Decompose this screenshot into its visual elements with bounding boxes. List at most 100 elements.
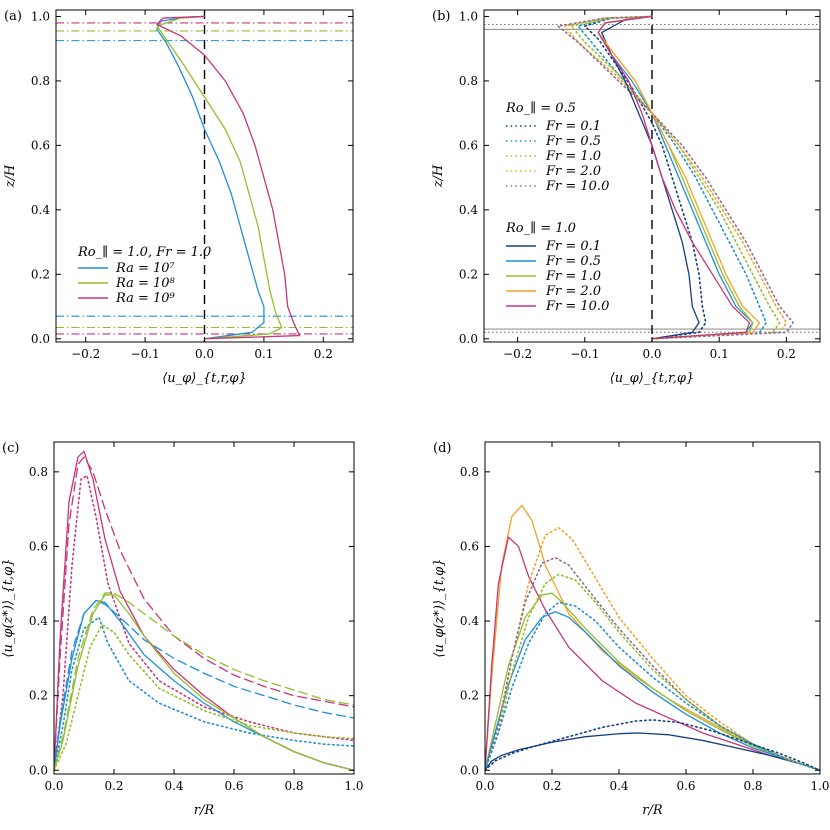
plot-frame (484, 441, 821, 775)
x-axis-label: ⟨u_φ⟩_{t,r,φ} (610, 371, 695, 386)
x-axis-label: ⟨u_φ⟩_{t,r,φ} (162, 371, 247, 386)
series-line-fr-1-0 (597, 15, 754, 340)
y-tick-label: 0.2 (460, 689, 479, 703)
chart-panel-c: (c) 0.0 0.2 0.4 0.6 0.8 1.0 0.0 0.2 0.4 0.6 0.8 r/R ⟨… (1, 441, 364, 818)
y-axis-label: ⟨u_φ(z*)⟩_{t,φ} (1, 558, 16, 657)
y-tick-label: 0.6 (459, 138, 478, 152)
x-tick-label: 1.0 (810, 779, 829, 793)
chart-panel-b: (b) −0.2 −0.1 0.0 0.1 0.2 0.0 0.2 0.4 0.6 0.8 1.0 ⟨u… (431, 9, 821, 386)
series-line-green-dashed (54, 592, 354, 771)
y-tick-label: 0.6 (31, 138, 50, 152)
x-tick-label: −0.2 (71, 347, 100, 361)
series-line-fr-1-0 (570, 15, 781, 340)
x-tick-label: 0.6 (224, 779, 243, 793)
x-tick-label: 0.0 (475, 779, 494, 793)
legend-label: Fr = 0.1 (545, 119, 601, 134)
plot-frame (53, 441, 355, 775)
series-line-fr-10-0 (557, 15, 794, 340)
x-tick-label: 0.2 (542, 779, 561, 793)
panel-tag: (b) (432, 9, 450, 24)
x-tick-label: 0.1 (254, 347, 273, 361)
x-tick-label: 0.2 (777, 347, 796, 361)
y-axis-label: z/H (3, 164, 18, 188)
y-tick-label: 0.0 (29, 763, 48, 777)
series-line-navy-solid (485, 732, 820, 771)
x-tick-label: 0.6 (676, 779, 695, 793)
series-line-ra-10- (156, 15, 283, 340)
x-tick-label: 0.1 (710, 347, 729, 361)
legend: Ro_∥ = 0.5Fr = 0.1Fr = 0.5Fr = 1.0Fr = 2… (505, 101, 609, 314)
y-tick-label: 0.2 (31, 267, 50, 281)
y-tick-label: 0.8 (459, 74, 478, 88)
panel-tag: (c) (2, 441, 19, 456)
legend-group-title: Ro_∥ = 0.5 (505, 101, 576, 116)
legend-label: Ra = 10⁷ (115, 261, 176, 276)
x-tick-label: 0.4 (164, 779, 183, 793)
series-line-fr-10-0 (597, 15, 751, 340)
y-tick-label: 0.0 (460, 763, 479, 777)
y-tick-label: 0.4 (460, 614, 479, 628)
legend-label: Fr = 10.0 (545, 299, 609, 314)
legend-label: Fr = 0.5 (545, 254, 601, 269)
x-tick-label: 0.8 (284, 779, 303, 793)
series-line-fr-0-5 (577, 15, 768, 340)
chart-panel-d: (d) 0.0 0.2 0.4 0.6 0.8 1.0 0.0 0.2 0.4 0.6 0.8 r/R ⟨… (432, 441, 830, 818)
panel-tag: (a) (4, 9, 22, 24)
legend-label: Fr = 0.1 (545, 239, 601, 254)
x-tick-label: −0.1 (570, 347, 599, 361)
y-tick-label: 0.4 (459, 203, 478, 217)
x-tick-label: 0.0 (195, 347, 214, 361)
y-tick-label: 1.0 (459, 9, 478, 23)
y-tick-label: 0.4 (31, 203, 50, 217)
y-tick-label: 0.2 (459, 267, 478, 281)
series-line-fr-0-5 (597, 15, 754, 340)
panel-tag: (d) (433, 441, 451, 456)
legend-label: Fr = 1.0 (545, 269, 601, 284)
series-line-fr-2-0 (563, 15, 788, 340)
series-line-magenta-dashed (54, 456, 354, 771)
x-tick-label: −0.2 (503, 347, 532, 361)
legend-label: Fr = 10.0 (545, 179, 609, 194)
series-line-fr-0-1 (600, 15, 700, 340)
x-tick-label: 0.4 (609, 779, 628, 793)
x-tick-label: 0.0 (44, 779, 63, 793)
y-tick-label: 0.8 (31, 74, 50, 88)
y-axis-label: z/H (431, 164, 446, 188)
legend-label: Fr = 0.5 (545, 134, 601, 149)
legend-label: Ra = 10⁸ (115, 276, 176, 291)
x-tick-label: −0.1 (131, 347, 160, 361)
x-tick-label: 0.2 (104, 779, 123, 793)
series-line-green-solid (54, 594, 354, 771)
y-tick-label: 0.8 (29, 465, 48, 479)
series-line-blue-dotted (485, 601, 820, 772)
x-tick-label: 0.2 (314, 347, 333, 361)
legend-label: Ra = 10⁹ (115, 291, 176, 306)
y-tick-label: 0.2 (29, 689, 48, 703)
series-line-green-dotted (485, 573, 820, 772)
legend-label: Fr = 1.0 (545, 149, 601, 164)
x-tick-label: 0.8 (743, 779, 762, 793)
series-line-purple-dotted (485, 556, 820, 772)
y-tick-label: 0.6 (29, 539, 48, 553)
y-axis-label: ⟨u_φ(z*)⟩_{t,φ} (432, 558, 447, 657)
y-tick-label: 1.0 (31, 9, 50, 23)
y-tick-label: 0.6 (460, 539, 479, 553)
series-line-magenta-dotted (54, 474, 354, 772)
legend-group-title: Ro_∥ = 1.0 (505, 221, 576, 236)
legend-label: Fr = 2.0 (545, 284, 601, 299)
chart-panel-a: (a) −0.2 −0.1 0.0 0.1 0.2 0.0 0.2 0.4 0.6 0.8 1.0 ⟨u… (3, 9, 354, 386)
series-line-blue-solid (485, 611, 820, 771)
series-line-green-dotted (54, 623, 354, 772)
x-axis-label: r/R (194, 803, 215, 818)
series-line-green-solid (485, 592, 820, 771)
series-line-blue-solid (54, 599, 354, 771)
series-line-magenta-solid (485, 536, 820, 771)
legend-label: Fr = 2.0 (545, 164, 601, 179)
series-line-ra-10- (156, 15, 301, 340)
x-tick-label: 0.0 (642, 347, 661, 361)
series-line-navy-dotted (485, 719, 820, 772)
series-line-fr-0-1 (583, 15, 707, 340)
y-tick-label: 0.0 (31, 332, 50, 346)
